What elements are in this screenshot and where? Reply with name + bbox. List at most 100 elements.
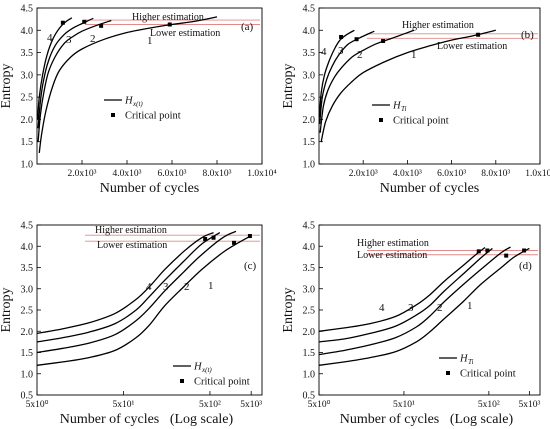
panel-label: (b) — [521, 29, 534, 41]
y-tick-label: 3.0 — [21, 70, 34, 81]
lower-estimation-label: Lower estimation — [150, 28, 220, 39]
series-label-2: 2 — [437, 302, 443, 314]
series-line-3 — [318, 247, 493, 343]
y-tick-label: 4.0 — [21, 242, 34, 253]
critical-point-1 — [167, 22, 172, 27]
critical-point-2 — [232, 240, 237, 245]
x-tick-label: 2.0x10³ — [349, 169, 378, 179]
y-tick-label: 2.5 — [303, 306, 316, 317]
y-tick-label: 1.0 — [21, 369, 34, 380]
y-tick-label: 4.0 — [303, 26, 316, 37]
series-line-4 — [318, 29, 355, 118]
y-tick-label: 3.0 — [303, 284, 316, 295]
y-tick-label: 3.5 — [21, 48, 34, 59]
y-tick-label: 1.5 — [303, 348, 316, 359]
x-axis-title: Number of cycles — [60, 412, 160, 427]
series-label-2: 2 — [184, 281, 190, 293]
series-line-2 — [37, 19, 112, 142]
lower-estimation-label: Lower estimation — [357, 250, 427, 261]
y-tick-label: 3.0 — [21, 284, 34, 295]
x-tick-label: 6.0x10³ — [437, 169, 466, 179]
series-line-2 — [36, 230, 237, 354]
series-line-4 — [318, 246, 486, 332]
higher-estimation-label: Higher estimation — [132, 12, 204, 23]
y-tick-label: 4.5 — [303, 4, 316, 15]
critical-point-1 — [522, 248, 527, 253]
y-axis-title: Entropy — [0, 63, 14, 108]
x-tick-label: 8.0x10³ — [481, 169, 510, 179]
panel-a: 1.0 1.5 2.0 2.5 3.0 3.5 4.0 4.5 2.0x10³ 4.0x10³ 6.… — [0, 4, 277, 197]
critical-point-3 — [211, 235, 216, 240]
series-label-3: 3 — [338, 45, 344, 57]
x-axis-title: Number of cycles — [380, 181, 480, 196]
panel-label: (a) — [241, 21, 254, 33]
y-tick-label: 2.5 — [21, 306, 34, 317]
y-tick-label: 2.5 — [303, 93, 316, 104]
y-tick-label: 1.0 — [21, 160, 34, 171]
higher-estimation-label: Higher estimation — [357, 238, 429, 249]
y-tick-label: 2.0 — [21, 327, 34, 338]
series-line-3 — [37, 17, 94, 129]
critical-point-4 — [203, 237, 208, 242]
x-tick-label: 5x10¹ — [393, 400, 415, 410]
y-axis-title: Entropy — [281, 287, 296, 332]
legend-line-label: H — [459, 354, 469, 365]
critical-point-4 — [339, 34, 344, 39]
x-tick-label: 5x10³ — [240, 400, 262, 410]
y-tick-label: 2.0 — [21, 115, 34, 126]
series-label-4: 4 — [321, 46, 327, 58]
lower-estimation-label: Lower estimation — [97, 240, 167, 251]
critical-point-3 — [354, 37, 359, 42]
y-tick-label: 4.0 — [21, 26, 34, 37]
y-axis-title: Entropy — [281, 63, 296, 108]
x-tick-label: 5x10² — [199, 400, 221, 410]
panel-label: (c) — [244, 260, 257, 272]
critical-point-4 — [476, 249, 481, 254]
y-tick-label: 4.5 — [21, 221, 34, 232]
series-line-4 — [36, 231, 214, 335]
y-tick-label: 1.5 — [21, 137, 34, 148]
x-tick-label: 4.0x10³ — [113, 169, 142, 179]
series-line-1 — [36, 235, 252, 366]
series-line-4 — [37, 17, 73, 120]
lower-estimation-label: Lower estimation — [437, 41, 507, 52]
legend-point-swatch — [180, 379, 184, 383]
y-tick-label: 4.5 — [21, 4, 34, 15]
series-label-4: 4 — [379, 302, 385, 314]
y-tick-label: 1.5 — [303, 137, 316, 148]
x-tick-label: 5x10³ — [518, 400, 540, 410]
x-axis-title: Number of cycles — [340, 412, 440, 427]
legend: H Ti Critical point — [372, 101, 449, 127]
legend-point-label: Critical point — [125, 111, 181, 122]
critical-point-4 — [60, 20, 65, 25]
critical-point-2 — [504, 253, 509, 258]
y-tick-label: 3.5 — [303, 48, 316, 59]
series-label-3: 3 — [163, 281, 169, 293]
critical-point-3 — [82, 19, 87, 24]
y-tick-label: 2.5 — [21, 93, 34, 104]
panel-d: 0.5 1.0 1.5 2.0 2.5 3.0 3.5 4.0 4.5 5x10⁰ 5x10¹ 5x1… — [281, 221, 540, 428]
y-tick-label: 2.0 — [303, 327, 316, 338]
y-tick-label: 1.0 — [303, 160, 316, 171]
series-line-1 — [38, 16, 218, 153]
series-line-1 — [318, 247, 530, 366]
higher-estimation-label: Higher estimation — [95, 225, 167, 236]
y-tick-label: 3.5 — [21, 263, 34, 274]
x-tick-label: 4.0x10³ — [393, 169, 422, 179]
legend-point-label: Critical point — [460, 369, 516, 380]
higher-estimation-label: Higher estimation — [402, 20, 474, 31]
x-tick-label: 2.0x10³ — [68, 169, 97, 179]
y-axis-title: Entropy — [0, 287, 14, 332]
critical-point-1 — [247, 234, 252, 239]
series-line-3 — [36, 232, 221, 343]
x-tick-label: 8.0x10³ — [203, 169, 232, 179]
x-axis-title: Number of cycles — [100, 181, 200, 196]
panel-label: (d) — [519, 260, 532, 272]
series-label-4: 4 — [47, 32, 53, 44]
series-line-3 — [319, 30, 375, 124]
plot-frame — [318, 7, 541, 165]
x-tick-label: 6.0x10³ — [158, 169, 187, 179]
